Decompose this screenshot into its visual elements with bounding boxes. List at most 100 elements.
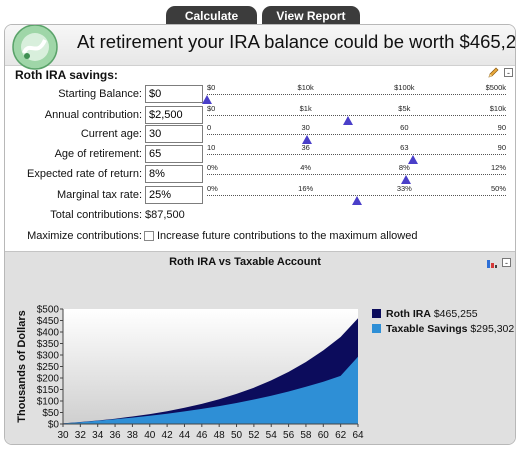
pencil-icon[interactable] (487, 67, 499, 79)
slider-thumb[interactable] (202, 95, 212, 104)
field-input[interactable] (145, 165, 203, 183)
chart: $0$50$100$150$200$250$300$350$400$450$50… (16, 305, 514, 442)
x-tick-label: 60 (318, 430, 330, 441)
field-input[interactable] (145, 145, 203, 163)
field-label: Annual contribution: (44, 109, 142, 121)
savings-title: Roth IRA savings: (15, 68, 118, 82)
slider-tick-label: 33% (396, 184, 412, 193)
slider-tick-label: 0 (207, 123, 212, 132)
moneytown-logo (12, 25, 58, 70)
slider-track[interactable] (207, 115, 506, 116)
x-tick-label: 34 (92, 430, 104, 441)
view-report-button[interactable]: View Report (262, 6, 360, 26)
y-tick-label: $50 (42, 408, 59, 419)
slider-tick-label: 10 (207, 143, 216, 152)
y-tick-label: $500 (37, 305, 60, 316)
y-tick-label: $0 (48, 420, 60, 431)
field-label: Age of retirement: (54, 148, 142, 160)
x-tick-label: 50 (231, 430, 243, 441)
field-label: Marginal tax rate: (57, 189, 142, 201)
x-tick-label: 52 (248, 430, 260, 441)
field-input[interactable] (145, 85, 203, 103)
x-tick-label: 32 (75, 430, 87, 441)
field-input[interactable] (145, 186, 203, 204)
slider-tick-label: 90 (497, 123, 506, 132)
legend-swatch (372, 324, 381, 333)
slider-track[interactable] (207, 134, 506, 135)
x-tick-label: 46 (196, 430, 208, 441)
slider-tick-label: $100k (394, 83, 415, 92)
slider-tick-label: $0 (207, 83, 216, 92)
slider-tick-label: $10k (489, 104, 506, 113)
slider-thumb[interactable] (401, 175, 412, 184)
x-tick-label: 58 (300, 430, 312, 441)
x-tick-label: 56 (283, 430, 295, 441)
maximize-checkbox[interactable] (144, 231, 154, 241)
slider-tick-label: 30 (301, 123, 310, 132)
slider-thumb[interactable] (342, 116, 353, 125)
total-contributions-label: Total contributions: (50, 209, 142, 221)
slider-tick-label: 16% (298, 184, 314, 193)
collapse-chart-icon[interactable]: - (502, 258, 511, 268)
slider-tick-label: 90 (497, 143, 506, 152)
slider[interactable]: 10 36 63 90 (207, 143, 506, 165)
y-tick-label: $150 (37, 385, 60, 396)
slider[interactable]: $0 $1k $5k $10k (207, 104, 506, 126)
slider-thumb[interactable] (351, 196, 362, 205)
legend-entry: Roth IRA $465,255 (386, 308, 478, 320)
calculate-button[interactable]: Calculate (166, 6, 257, 26)
slider-track[interactable] (207, 154, 506, 155)
chart-type-icon[interactable] (487, 259, 497, 268)
slider-thumb[interactable] (301, 135, 312, 144)
x-tick-label: 42 (162, 430, 174, 441)
slider[interactable]: 0 30 60 90 (207, 123, 506, 145)
legend-swatch (372, 309, 381, 318)
y-tick-label: $200 (37, 374, 60, 385)
slider-tick-label: 4% (300, 163, 312, 172)
x-tick-label: 30 (57, 430, 69, 441)
x-tick-label: 54 (266, 430, 278, 441)
slider-tick-label: 50% (490, 184, 506, 193)
field-input[interactable] (145, 125, 203, 143)
slider-tick-label: $1k (299, 104, 312, 113)
slider-tick-label: 12% (490, 163, 506, 172)
slider-thumb[interactable] (408, 155, 419, 164)
slider-track[interactable] (207, 94, 506, 95)
slider-tick-label: 0% (207, 163, 218, 172)
slider-tick-label: 60 (400, 123, 409, 132)
slider-tick-label: 63 (400, 143, 409, 152)
field-input[interactable] (145, 106, 203, 124)
y-tick-label: $100 (37, 397, 60, 408)
result-header: At retirement your IRA balance could be … (5, 25, 515, 70)
x-tick-label: 62 (335, 430, 347, 441)
field-label: Expected rate of return: (27, 168, 142, 180)
slider-tick-label: 8% (398, 163, 410, 172)
field-label: Current age: (80, 128, 142, 140)
x-tick-label: 40 (144, 430, 156, 441)
slider[interactable]: 0% 4% 8% 12% (207, 163, 506, 185)
chart-panel: Roth IRA vs Taxable Account - $0 $50 $100 $… (5, 251, 515, 444)
x-tick-label: 36 (109, 430, 121, 441)
slider-tick-label: $10k (297, 83, 314, 92)
legend-entry: Taxable Savings $295,302 (386, 323, 514, 335)
maximize-text: Increase future contributions to the max… (157, 230, 418, 242)
y-tick-label: $300 (37, 351, 60, 362)
x-tick-label: 64 (352, 430, 364, 441)
total-contributions-value: $87,500 (145, 209, 185, 221)
slider-tick-label: $500k (485, 83, 506, 92)
y-axis-title: Thousands of Dollars (16, 310, 28, 422)
slider-track[interactable] (207, 174, 506, 175)
chart-title: Roth IRA vs Taxable Account (169, 256, 321, 268)
x-tick-label: 48 (214, 430, 226, 441)
maximize-label: Maximize contributions: (27, 230, 142, 242)
y-tick-label: $250 (37, 362, 60, 373)
slider[interactable]: $0 $10k $100k $500k (202, 83, 506, 105)
slider[interactable]: 0% 16% 33% 50% (207, 184, 506, 206)
collapse-savings-icon[interactable]: - (504, 68, 513, 78)
slider-track[interactable] (207, 195, 506, 196)
field-label: Starting Balance: (58, 88, 142, 100)
y-tick-label: $350 (37, 339, 60, 350)
y-tick-label: $400 (37, 328, 60, 339)
top-buttons: Calculate View Report (0, 6, 520, 26)
series-area-1 (63, 356, 358, 424)
